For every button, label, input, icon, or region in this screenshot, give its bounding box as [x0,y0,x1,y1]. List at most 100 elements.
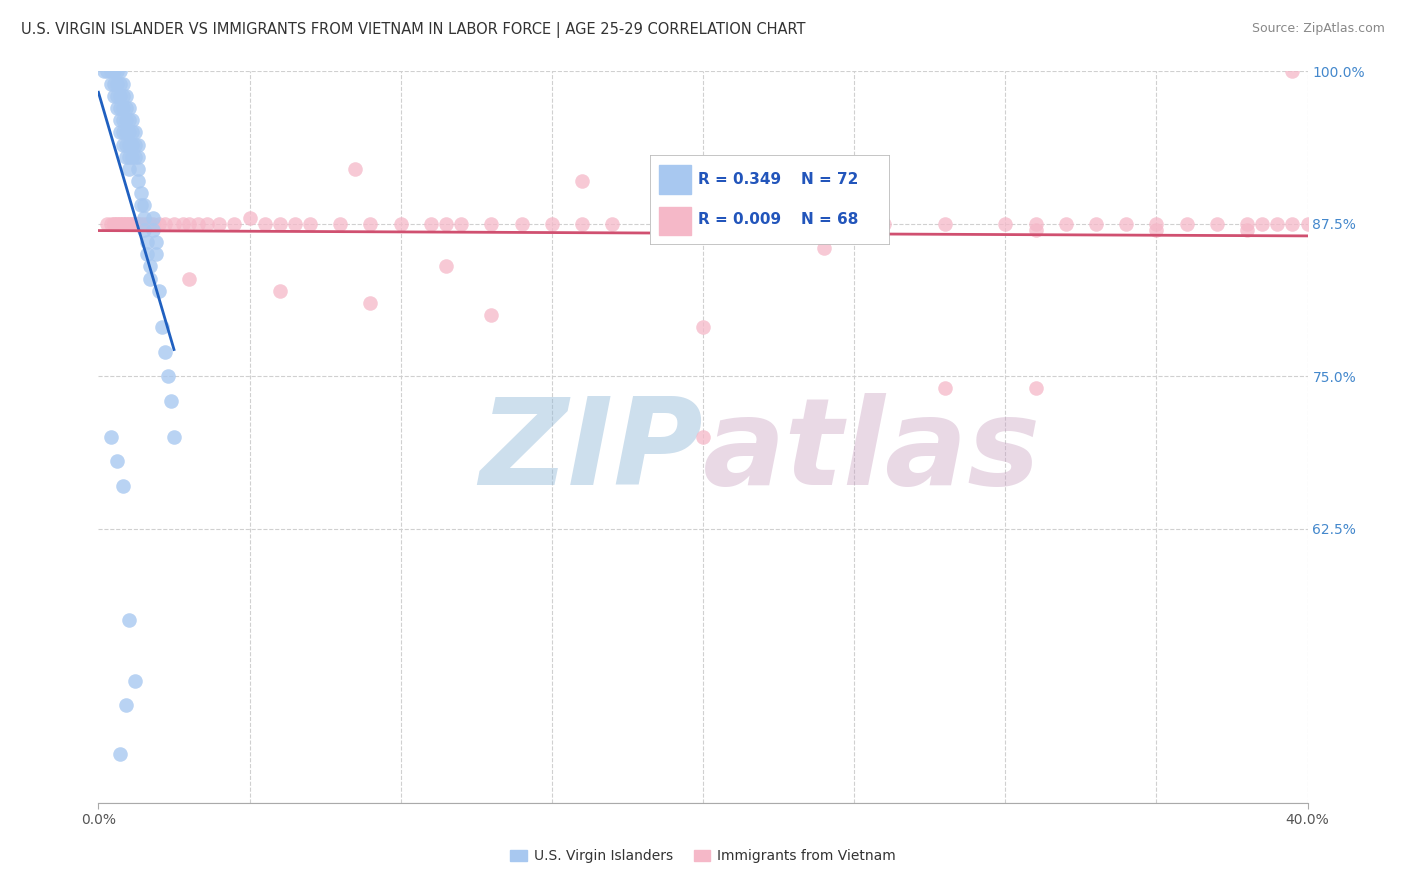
Point [1251,217,1274,231]
Point [135,247,157,261]
Point [105,88,128,103]
Point [145,247,167,261]
Point [450,217,472,231]
Point [114,698,136,713]
Point [105,101,128,115]
Point [692,217,714,231]
Point [118,217,141,231]
Point [1054,217,1077,231]
Point [389,217,412,231]
Point [1175,217,1198,231]
Point [481,217,503,231]
Text: R = 0.349: R = 0.349 [697,172,780,186]
Point [148,284,170,298]
Point [139,217,162,231]
Point [602,217,624,231]
Point [1281,64,1303,78]
Point [179,217,201,231]
Point [148,217,170,231]
Point [153,344,176,359]
Point [121,150,143,164]
Text: Source: ZipAtlas.com: Source: ZipAtlas.com [1251,22,1385,36]
Point [284,217,307,231]
Point [135,235,157,249]
Point [108,125,131,139]
Point [163,217,186,231]
Point [114,88,136,103]
Point [481,308,503,322]
Text: R = 0.009: R = 0.009 [697,212,780,227]
Point [103,64,125,78]
Point [344,161,367,176]
Point [118,137,141,152]
Point [1085,217,1108,231]
Point [124,137,146,152]
Point [118,101,141,115]
Point [224,217,246,231]
Point [118,161,141,176]
Point [420,217,443,231]
Point [434,217,457,231]
Point [156,369,179,384]
Point [111,77,134,91]
Point [132,223,155,237]
Point [111,101,134,115]
Text: N = 68: N = 68 [801,212,858,227]
Text: U.S. VIRGIN ISLANDER VS IMMIGRANTS FROM VIETNAM IN LABOR FORCE | AGE 25-29 CORRE: U.S. VIRGIN ISLANDER VS IMMIGRANTS FROM … [21,22,806,38]
Point [100,64,122,78]
Point [813,217,835,231]
Point [208,217,231,231]
Point [118,217,141,231]
Point [121,113,143,128]
Point [434,260,457,274]
Bar [659,165,690,194]
Point [121,125,143,139]
Point [1144,217,1167,231]
Point [187,217,209,231]
Point [100,430,122,444]
Point [121,217,143,231]
Point [1236,223,1258,237]
Point [1024,217,1046,231]
Point [114,217,136,231]
Point [118,613,141,627]
Point [139,271,162,285]
Point [127,150,149,164]
Point [103,77,125,91]
Point [179,271,201,285]
Point [540,217,562,231]
Point [108,747,131,761]
Point [111,125,134,139]
Point [111,88,134,103]
Point [692,430,714,444]
Point [934,217,956,231]
Point [103,217,125,231]
Point [108,64,131,78]
Point [105,217,128,231]
Point [873,217,896,231]
Point [105,217,128,231]
Bar [659,207,690,235]
Point [129,198,152,212]
Point [114,150,136,164]
Point [108,101,131,115]
Point [1281,217,1303,231]
Point [100,217,122,231]
Point [752,217,775,231]
Point [135,217,157,231]
Point [132,211,155,225]
Point [253,217,276,231]
Point [111,113,134,128]
Point [142,211,165,225]
Point [934,381,956,395]
Point [163,430,186,444]
Point [124,125,146,139]
Point [360,296,382,310]
Text: N = 72: N = 72 [801,172,858,186]
Point [1144,223,1167,237]
Point [813,241,835,255]
Point [127,217,149,231]
Point [96,217,118,231]
Point [108,77,131,91]
Point [121,137,143,152]
